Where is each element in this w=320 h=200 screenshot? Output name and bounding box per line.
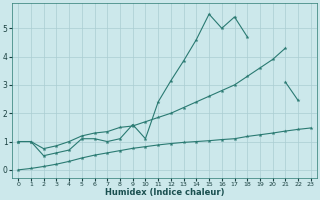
X-axis label: Humidex (Indice chaleur): Humidex (Indice chaleur): [105, 188, 224, 197]
